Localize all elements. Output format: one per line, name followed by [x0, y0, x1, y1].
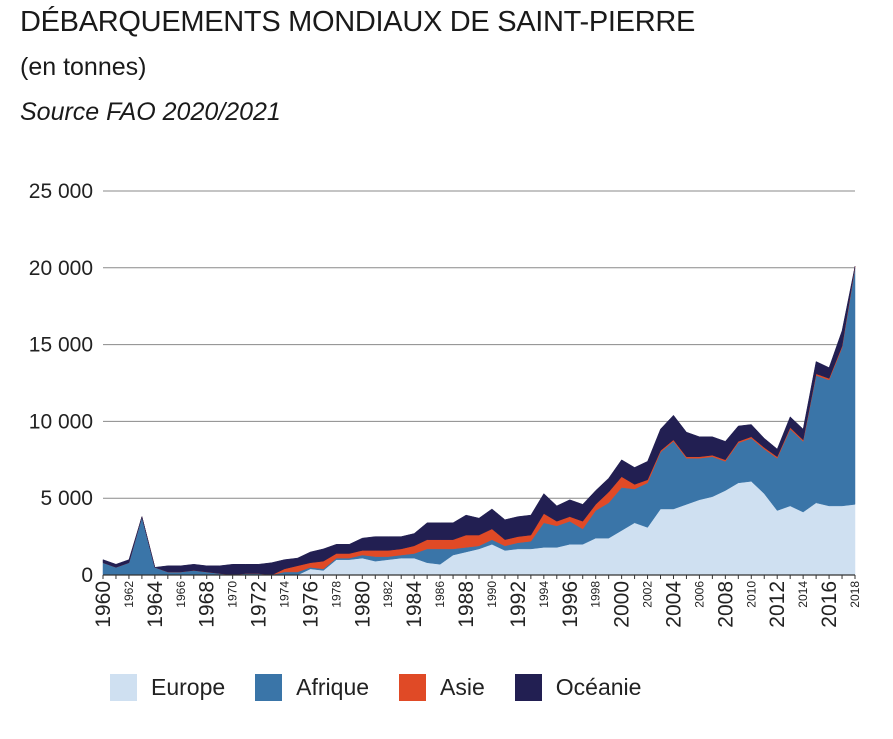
legend-label: Océanie [555, 674, 642, 700]
x-tick-label: 1994 [537, 581, 551, 608]
legend-swatch [399, 674, 427, 701]
x-tick-label: 1974 [278, 581, 292, 608]
x-tick-label: 1976 [299, 581, 322, 628]
legend-label: Asie [440, 674, 485, 700]
chart-subtitle: (en tonnes) [20, 53, 147, 81]
x-tick-label: 2008 [714, 581, 737, 628]
x-tick-label: 1996 [559, 581, 582, 628]
x-tick-label: 2014 [796, 581, 810, 608]
x-tick-label: 1980 [351, 581, 374, 628]
x-tick-label: 2000 [611, 581, 634, 628]
x-tick-label: 1988 [455, 581, 478, 628]
x-tick-label: 1984 [403, 581, 426, 628]
area-series [102, 266, 856, 576]
legend-item-oceanie: Océanie [514, 674, 642, 701]
x-tick-label: 2006 [692, 581, 706, 608]
x-tick-label: 1968 [196, 581, 219, 628]
y-tick-label: 20 000 [29, 257, 93, 280]
area-oceanie [102, 266, 856, 576]
x-tick-label: 1964 [144, 581, 167, 628]
legend-item-europe: Europe [110, 674, 225, 701]
y-tick-label: 0 [81, 564, 93, 587]
legend: Europe Afrique Asie Océanie [110, 674, 671, 701]
x-tick-label: 2018 [848, 581, 862, 608]
chart-title: DÉBARQUEMENTS MONDIAUX DE SAINT-PIERRE [20, 6, 696, 38]
x-tick-label: 1970 [226, 581, 240, 608]
x-tick-label: 1962 [122, 581, 136, 608]
x-tick-label: 2016 [818, 581, 841, 628]
legend-item-afrique: Afrique [255, 674, 369, 701]
x-tick-label: 1990 [485, 581, 499, 608]
x-tick-label: 1960 [92, 581, 115, 628]
x-tick-label: 1998 [589, 581, 603, 608]
x-tick-label: 2004 [662, 581, 685, 628]
x-tick-label: 2010 [744, 581, 758, 608]
legend-label: Europe [151, 674, 226, 700]
legend-item-asie: Asie [399, 674, 485, 701]
legend-swatch [255, 674, 283, 701]
legend-label: Afrique [296, 674, 370, 700]
legend-swatch [514, 674, 542, 701]
x-tick-label: 1986 [433, 581, 447, 608]
x-tick-label: 1966 [174, 581, 188, 608]
y-tick-label: 5 000 [40, 487, 93, 510]
x-tick-label: 1972 [248, 581, 271, 628]
x-tick-label: 2002 [641, 581, 655, 608]
x-tick-label: 1992 [507, 581, 530, 628]
legend-swatch [110, 674, 137, 701]
x-tick-label: 1978 [329, 581, 343, 608]
y-tick-label: 15 000 [29, 334, 93, 357]
y-tick-label: 25 000 [29, 180, 93, 203]
chart-source: Source FAO 2020/2021 [20, 98, 281, 126]
x-tick-label: 2012 [766, 581, 789, 628]
y-axis-ticks: 0 5 000 10 000 15 000 20 000 25 000 [29, 180, 93, 587]
x-axis-ticks: 1960 1962 1964 1966 1968 1970 1972 1974 1976 1978… [92, 575, 862, 628]
x-tick-label: 1982 [381, 581, 395, 608]
y-tick-label: 10 000 [29, 410, 93, 433]
